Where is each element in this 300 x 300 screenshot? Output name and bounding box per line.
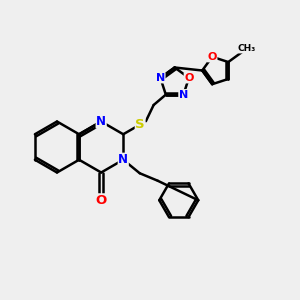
Text: N: N (96, 115, 106, 128)
Text: O: O (95, 194, 107, 207)
Text: N: N (118, 153, 128, 166)
Text: N: N (179, 90, 188, 100)
Text: O: O (208, 52, 217, 62)
Text: CH₃: CH₃ (238, 44, 256, 53)
Text: N: N (156, 73, 165, 83)
Text: S: S (135, 118, 145, 131)
Text: O: O (184, 73, 194, 83)
